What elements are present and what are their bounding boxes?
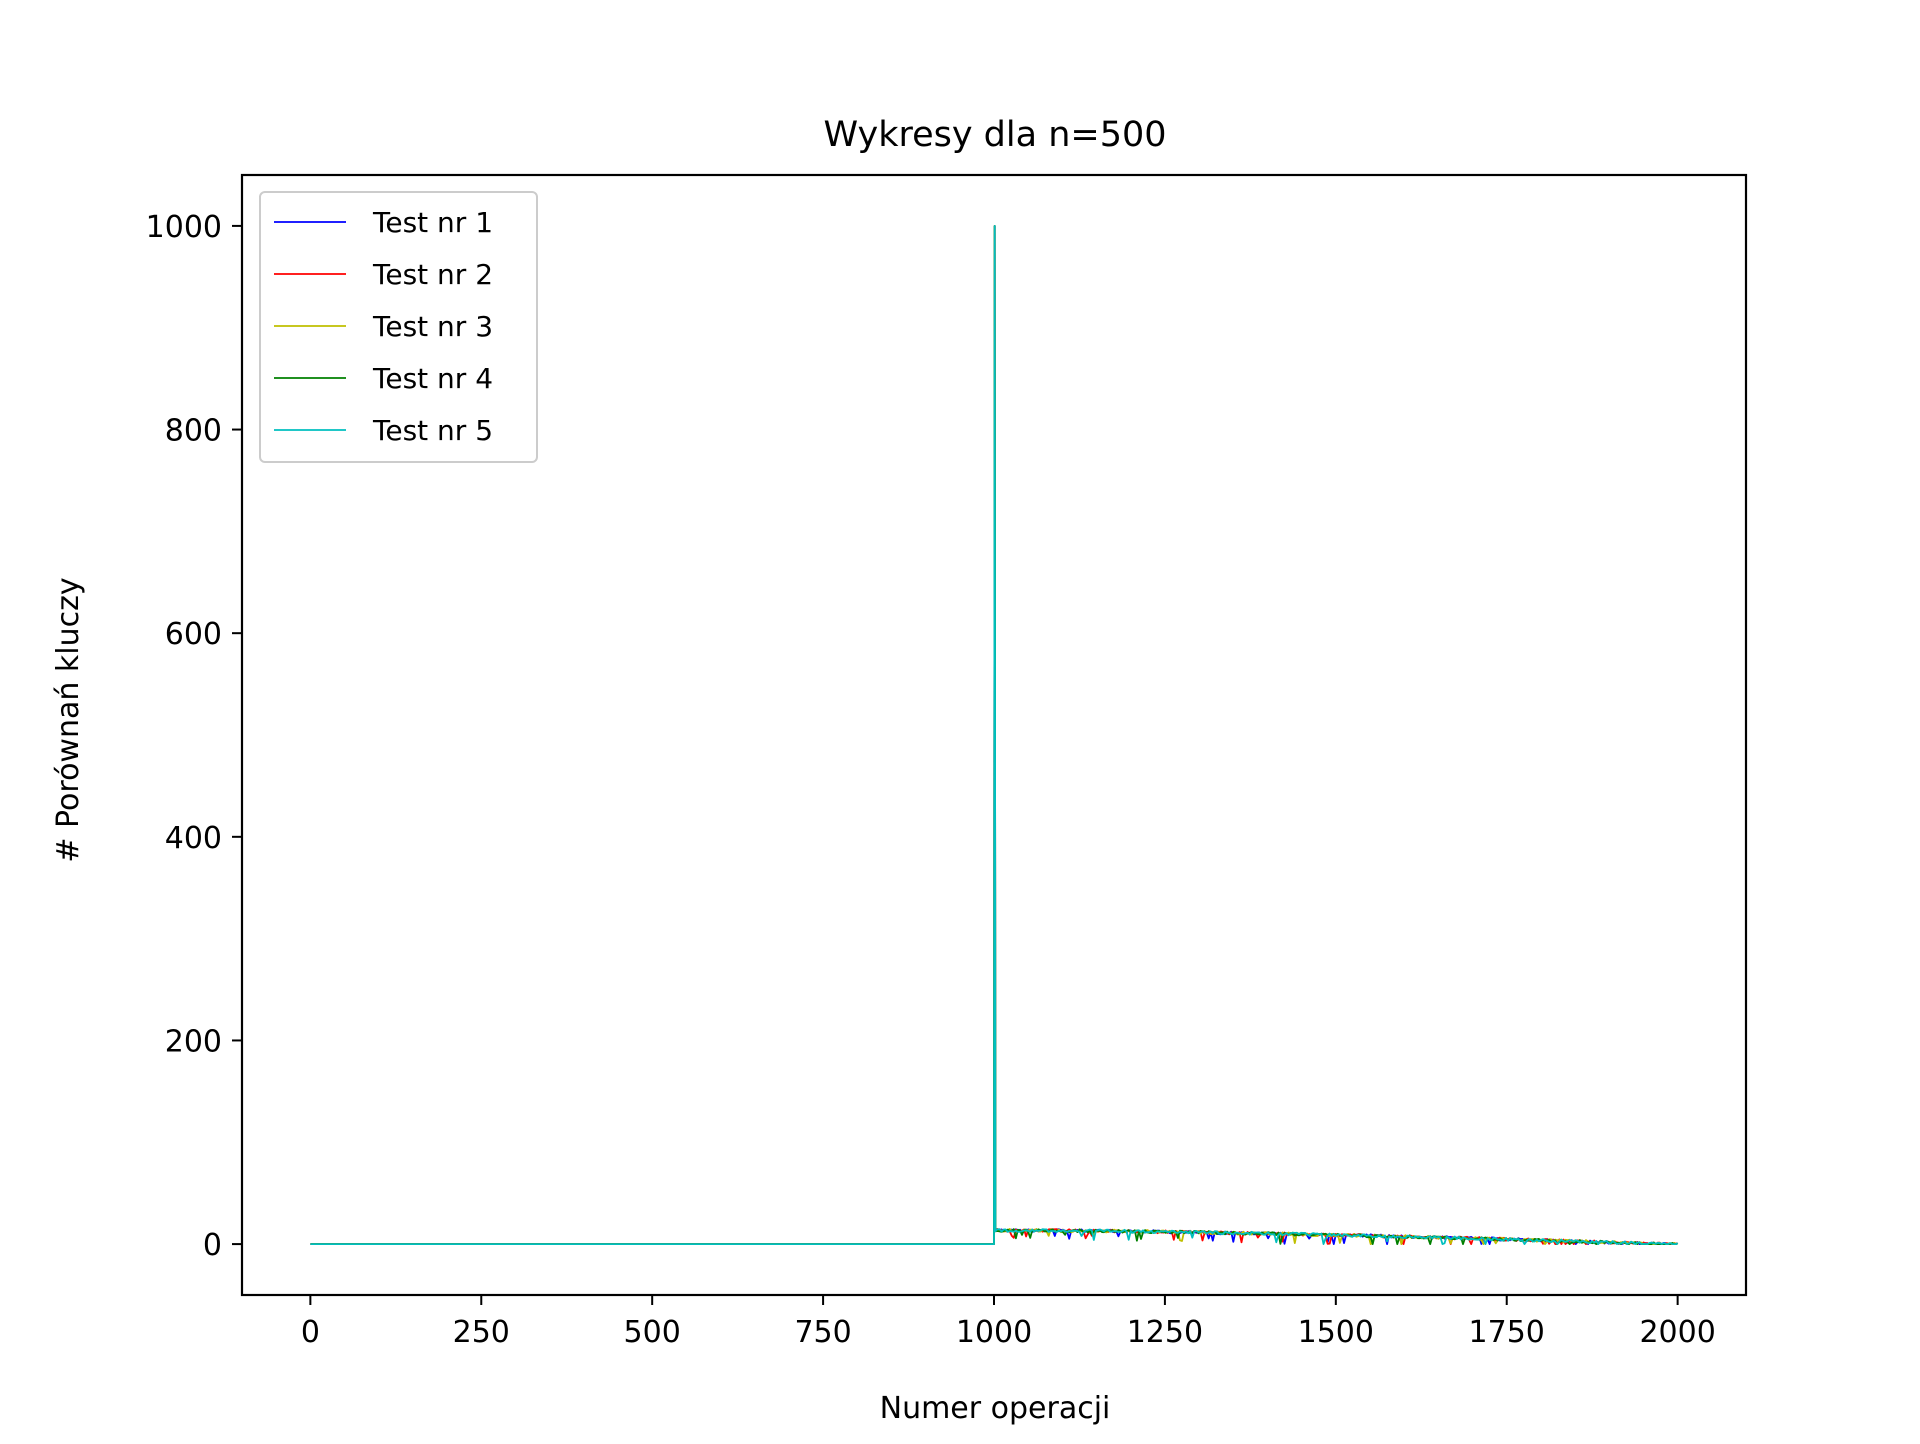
x-tick-label: 250 xyxy=(453,1315,510,1350)
legend: Test nr 1 Test nr 2 Test nr 3 Test nr 4 Test… xyxy=(259,191,538,463)
x-axis-label: Numer operacji xyxy=(880,1391,1111,1426)
series-line-3 xyxy=(310,225,1679,1245)
x-tick-label: 500 xyxy=(624,1315,681,1350)
y-tick-label: 0 xyxy=(203,1228,222,1263)
x-tick-label: 1250 xyxy=(1127,1315,1203,1350)
series-line-5 xyxy=(310,225,1679,1245)
legend-label-5: Test nr 5 xyxy=(372,414,493,447)
x-tick-label: 1500 xyxy=(1298,1315,1374,1350)
legend-label-3: Test nr 3 xyxy=(372,310,493,343)
legend-label-2: Test nr 2 xyxy=(372,258,493,291)
axes: 0 250 500 750 1000 1250 1500 1750 2000 0 200 400 600… xyxy=(146,173,1748,1350)
legend-label-4: Test nr 4 xyxy=(372,362,493,395)
x-tick-label: 0 xyxy=(301,1315,320,1350)
plot-area xyxy=(310,225,1679,1245)
y-tick-label: 1000 xyxy=(146,210,222,245)
x-tick-label: 750 xyxy=(794,1315,851,1350)
x-tick-label: 2000 xyxy=(1639,1315,1715,1350)
y-tick-label: 600 xyxy=(165,617,222,652)
y-tick-label: 800 xyxy=(165,414,222,449)
chart-title: Wykresy dla n=500 xyxy=(823,115,1166,155)
legend-label-1: Test nr 1 xyxy=(372,206,493,239)
y-tick-label: 200 xyxy=(165,1024,222,1059)
y-tick-label: 400 xyxy=(165,821,222,856)
legend-box xyxy=(259,191,538,463)
x-tick-label: 1000 xyxy=(956,1315,1032,1350)
x-tick-label: 1750 xyxy=(1469,1315,1545,1350)
y-axis-label: # Porównań kluczy xyxy=(51,577,86,862)
